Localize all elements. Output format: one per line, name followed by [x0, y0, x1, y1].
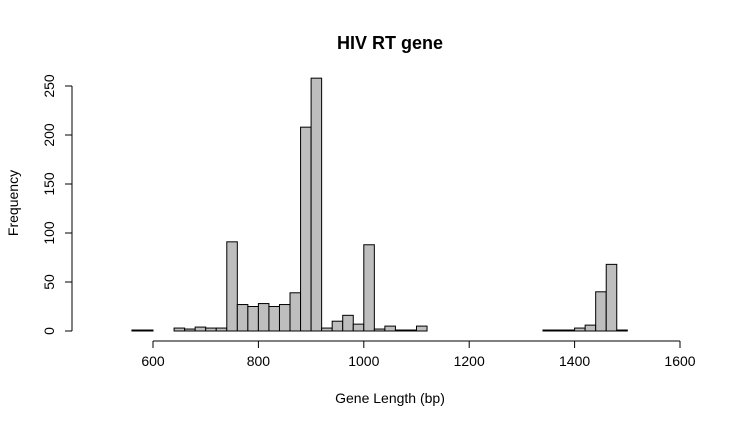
histogram-bar: [215, 327, 228, 332]
histogram-bar: [352, 323, 365, 332]
histogram-bar: [226, 241, 238, 332]
histogram-bar: [342, 314, 354, 332]
histogram-bar: [289, 292, 302, 332]
histogram-bar: [131, 329, 143, 332]
x-tick-label: 1000: [348, 353, 379, 369]
x-tick-label: 800: [247, 353, 271, 369]
histogram-bar: [194, 326, 207, 332]
histogram-bar: [605, 263, 618, 332]
y-tick-label: 100: [41, 221, 57, 245]
x-tick-label: 1600: [664, 353, 695, 369]
histogram-bar: [384, 325, 396, 332]
histogram-bar: [616, 329, 628, 332]
histogram-bar: [300, 126, 312, 332]
histogram-bar: [373, 328, 386, 332]
histogram-bar: [321, 327, 333, 332]
histogram-bar: [542, 329, 555, 332]
histogram-bar: [584, 324, 597, 332]
chart-title: HIV RT gene: [337, 33, 443, 53]
x-tick-label: 600: [141, 353, 165, 369]
x-tick-label: 1200: [454, 353, 485, 369]
y-tick-label: 150: [41, 172, 57, 196]
histogram-bar: [236, 304, 249, 332]
x-axis-label: Gene Length (bp): [335, 390, 445, 406]
bars-group: [131, 77, 628, 332]
y-tick-label: 0: [41, 327, 57, 335]
histogram-bar: [173, 327, 186, 332]
histogram-bar: [363, 244, 375, 332]
y-tick-label: 250: [41, 74, 57, 98]
histogram-bar: [184, 328, 196, 332]
histogram-bar: [205, 327, 217, 332]
histogram-bar: [553, 329, 565, 332]
histogram-bar: [268, 306, 280, 332]
histogram-bar: [563, 329, 576, 332]
x-axis: 600 800 1000 1200 1400 1600: [141, 340, 696, 369]
histogram-bar: [595, 291, 607, 332]
y-axis: 0 50 100 150 200 250: [41, 74, 73, 335]
x-tick-label: 1400: [559, 353, 590, 369]
histogram-bar: [247, 306, 259, 332]
histogram-bar: [257, 303, 270, 332]
y-tick-label: 50: [41, 274, 57, 290]
histogram-bar: [416, 325, 428, 332]
histogram-bar: [394, 329, 407, 332]
histogram-bar: [331, 320, 344, 332]
histogram-bar: [310, 77, 323, 332]
histogram-bar: [141, 329, 154, 332]
histogram-bar: [405, 329, 417, 332]
y-axis-label: Frequency: [5, 170, 21, 236]
y-tick-label: 200: [41, 123, 57, 147]
histogram-bar: [278, 304, 291, 332]
histogram-bar: [574, 327, 586, 332]
